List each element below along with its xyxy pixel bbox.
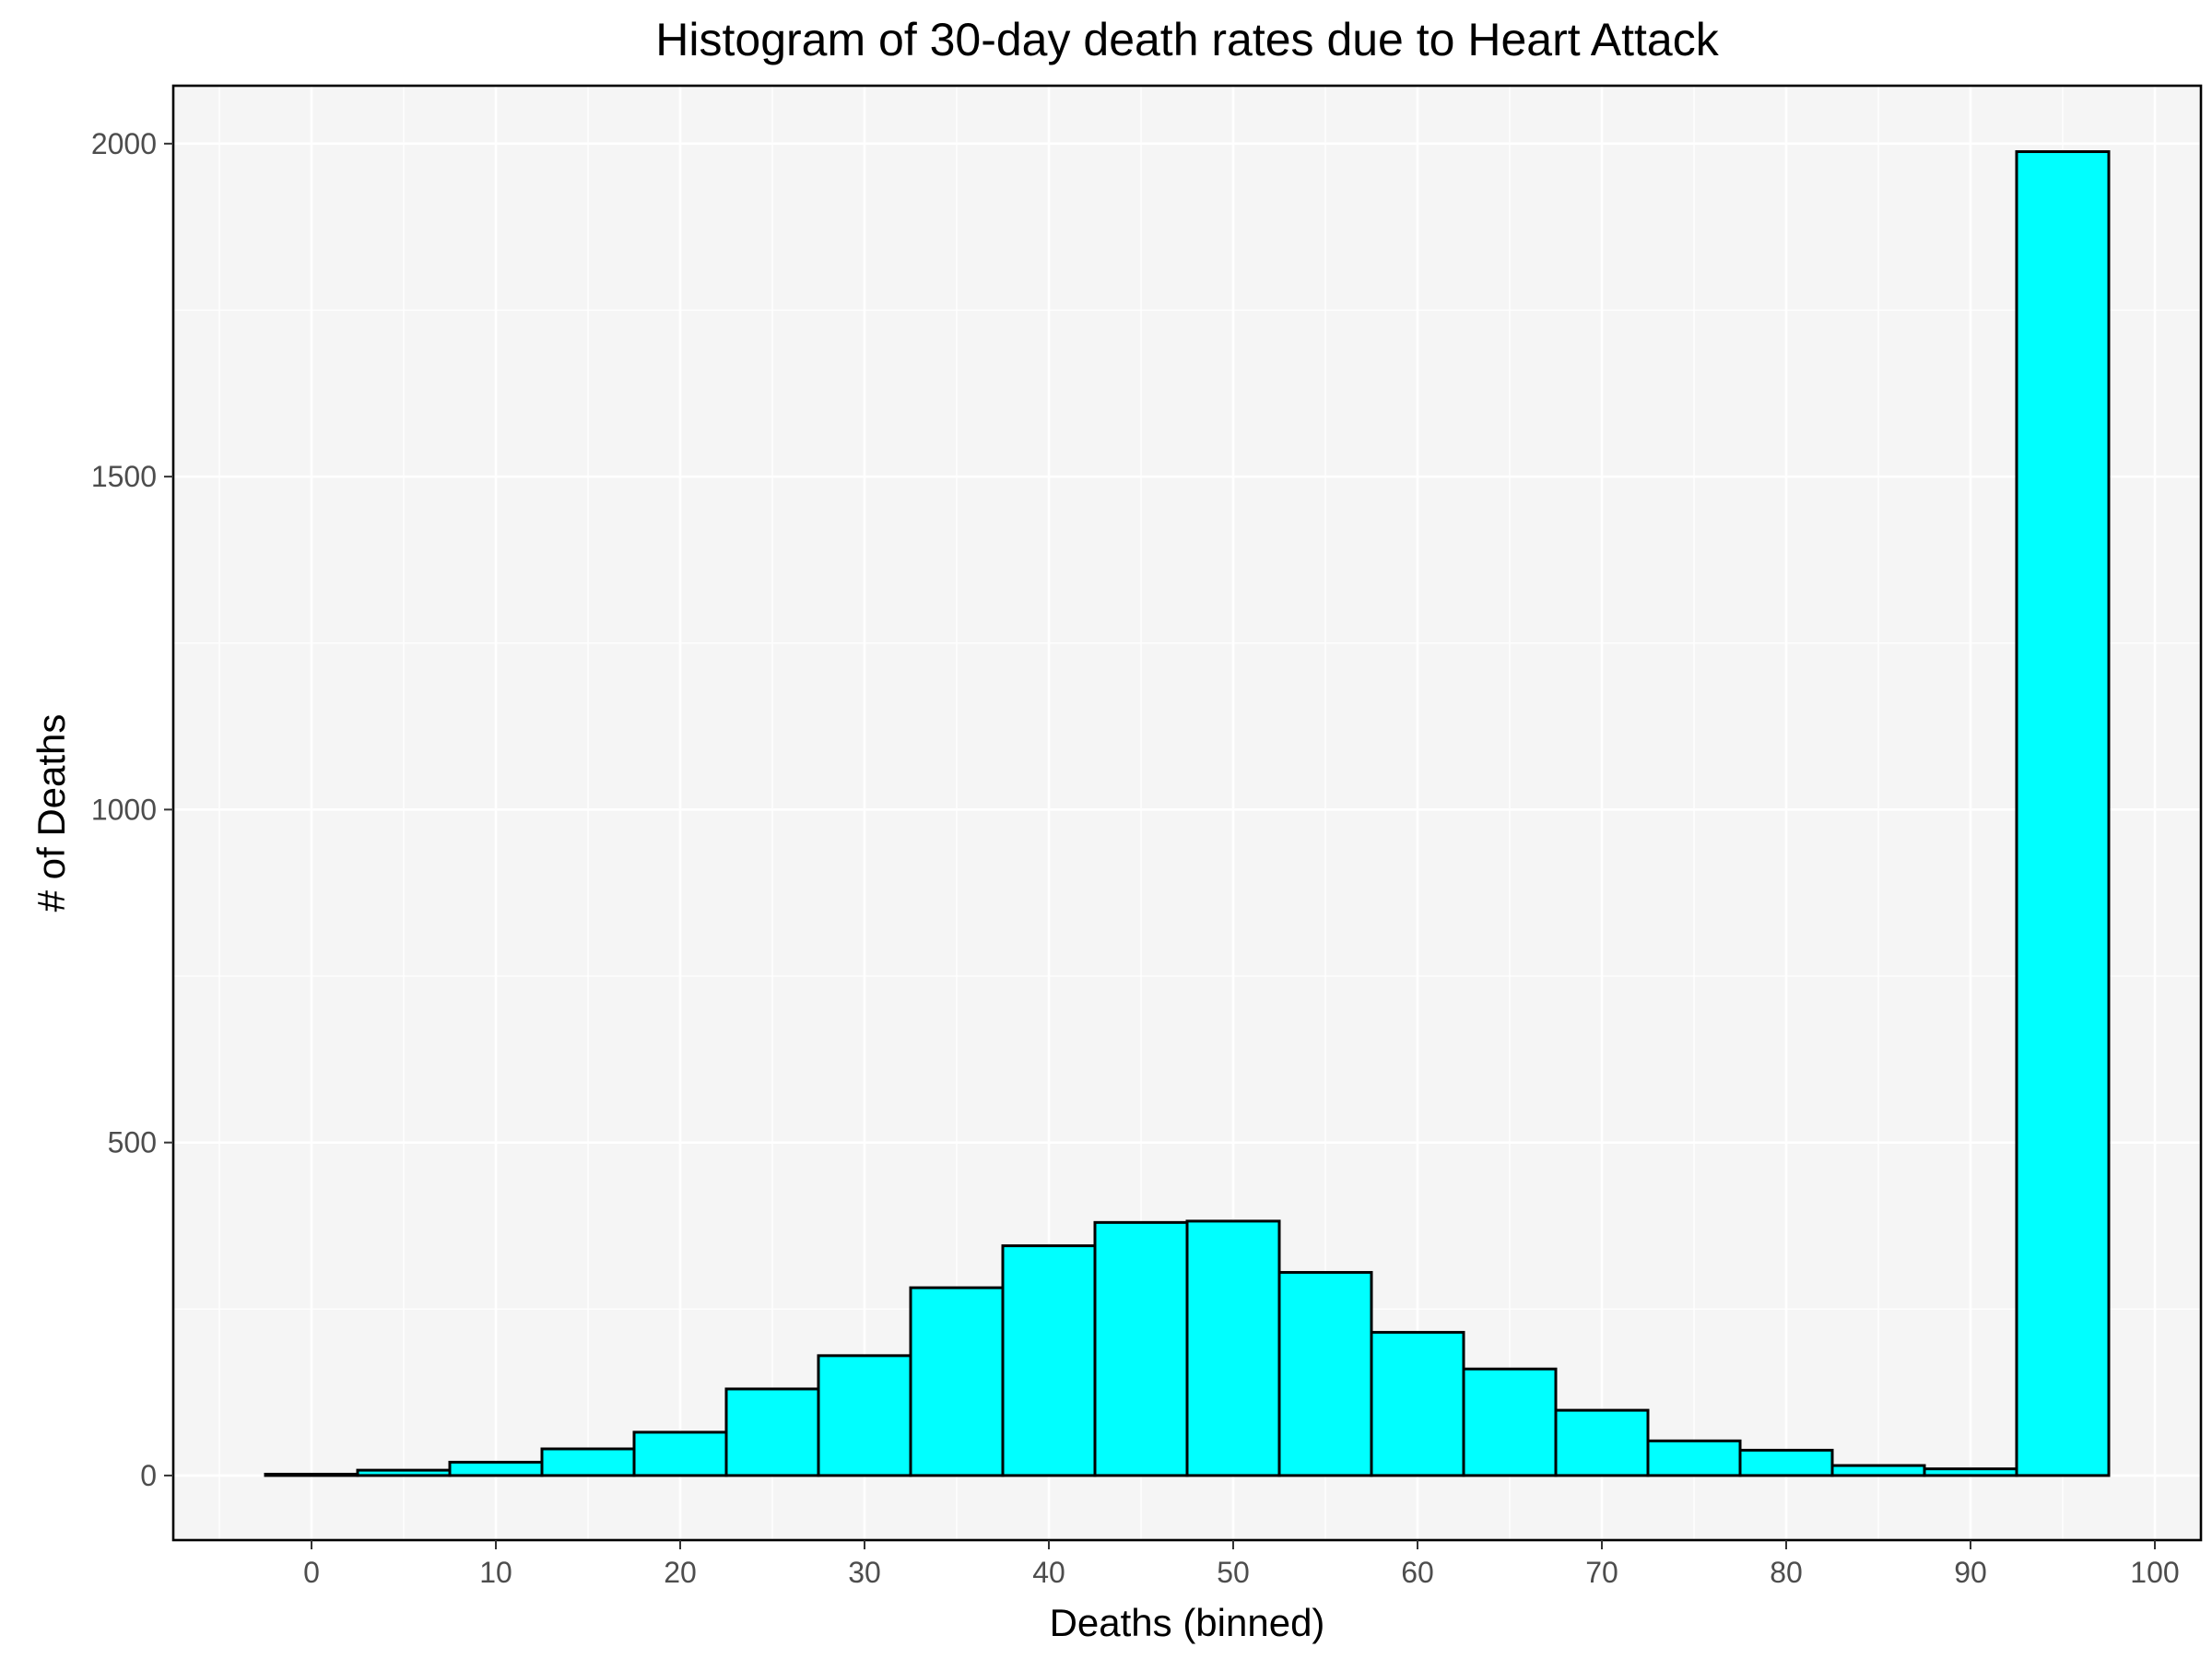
y-tick-label: 0	[140, 1459, 157, 1492]
histogram-bar	[1462, 1367, 1558, 1477]
histogram-bars	[264, 150, 2111, 1477]
x-axis: 0 10 20 30 40 50 60 70 80 90 100	[303, 1540, 2180, 1589]
histogram-bar	[540, 1447, 636, 1477]
histogram-bar	[909, 1286, 1005, 1477]
x-tick-label: 80	[1770, 1556, 1803, 1589]
histogram-bar	[1830, 1464, 1926, 1477]
x-tick-label: 100	[2130, 1556, 2179, 1589]
plot-panel-border	[171, 84, 2203, 1542]
x-tick-label: 60	[1401, 1556, 1434, 1589]
histogram-bar	[1923, 1467, 2018, 1477]
y-tick-label: 1000	[91, 793, 157, 826]
y-tick-label: 500	[108, 1126, 157, 1159]
histogram-bar	[356, 1468, 452, 1477]
y-axis-title: # of Deaths	[29, 714, 73, 912]
histogram-bar	[1646, 1439, 1742, 1477]
x-tick-label: 20	[664, 1556, 697, 1589]
x-tick-label: 10	[479, 1556, 512, 1589]
histogram-bar	[264, 1472, 359, 1477]
histogram-bar	[448, 1460, 544, 1477]
histogram-bar	[724, 1387, 820, 1477]
histogram-bar	[1738, 1448, 1834, 1477]
histogram-bar	[1185, 1219, 1281, 1477]
histogram-bar	[1277, 1271, 1373, 1477]
chart-title: Histogram of 30-day death rates due to H…	[655, 14, 1719, 65]
histogram-bar	[817, 1354, 912, 1477]
x-tick-label: 30	[848, 1556, 881, 1589]
y-axis: 0 500 1000 1500 2000	[91, 127, 173, 1492]
x-tick-label: 50	[1217, 1556, 1250, 1589]
histogram-bar	[1554, 1408, 1650, 1477]
x-tick-label: 90	[1954, 1556, 1987, 1589]
histogram-bar	[1370, 1331, 1465, 1477]
histogram-bar	[1093, 1220, 1189, 1477]
x-tick-label: 40	[1032, 1556, 1065, 1589]
x-tick-label: 70	[1585, 1556, 1618, 1589]
y-tick-label: 2000	[91, 127, 157, 160]
histogram-bar	[2015, 150, 2111, 1477]
x-tick-label: 0	[303, 1556, 320, 1589]
histogram-bar	[1001, 1244, 1097, 1477]
x-axis-title: Deaths (binned)	[1050, 1601, 1325, 1644]
y-tick-label: 1500	[91, 460, 157, 493]
histogram-bar	[632, 1430, 728, 1477]
